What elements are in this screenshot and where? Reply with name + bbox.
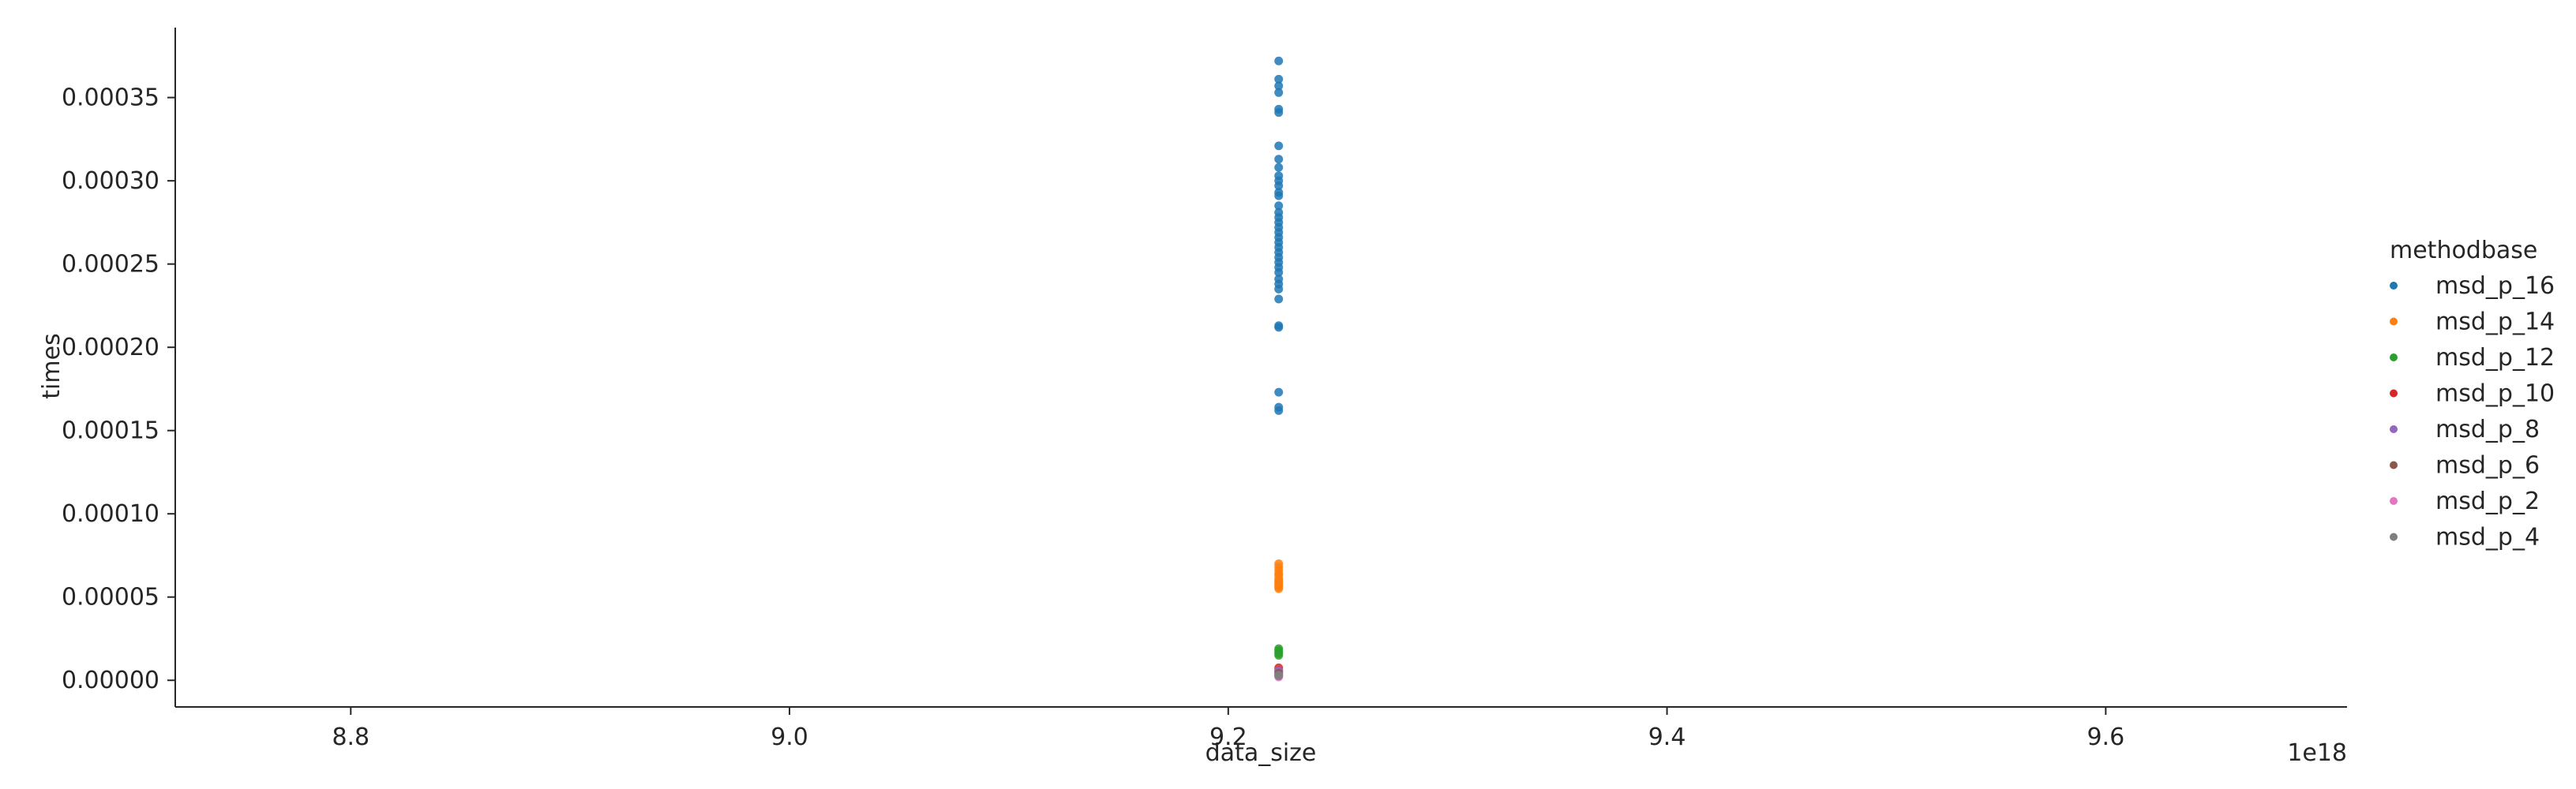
x-ticks: 8.8 9.0 9.2 9.4 9.6 xyxy=(332,707,2124,751)
scatter-point-msd-p-16 xyxy=(1274,163,1284,172)
legend-marker xyxy=(2390,353,2398,361)
legend-item: msd_p_8 xyxy=(2390,416,2540,443)
legend-label: msd_p_16 xyxy=(2435,272,2555,300)
y-tick-label: 0.00035 xyxy=(62,84,159,112)
legend-marker xyxy=(2390,425,2398,433)
axes-layer xyxy=(174,28,2347,708)
legend-item: msd_p_6 xyxy=(2390,452,2540,480)
y-tick-label: 0.00015 xyxy=(62,417,159,445)
y-ticks: 0.00000 0.00005 0.00010 0.00015 0.00020 0.000… xyxy=(62,84,175,694)
legend-item: msd_p_10 xyxy=(2390,380,2555,408)
scatter-point-msd-p-16 xyxy=(1274,191,1284,200)
legend-label: msd_p_10 xyxy=(2435,380,2555,408)
scatter-point-msd-p-16 xyxy=(1274,387,1284,397)
legend-marker xyxy=(2390,533,2398,541)
scatter-point-msd-p-16 xyxy=(1274,88,1284,97)
y-tick-label: 0.00030 xyxy=(62,167,159,195)
x-tick-label: 8.8 xyxy=(332,724,369,751)
x-axis-offset-label: 1e18 xyxy=(2287,739,2347,767)
scatter-point-msd-p-16 xyxy=(1274,294,1284,304)
scatter-point-msd-p-16 xyxy=(1274,181,1284,190)
scatter-point-msd-p-4 xyxy=(1274,671,1284,680)
legend-item: msd_p_2 xyxy=(2390,488,2540,515)
legend-label: msd_p_12 xyxy=(2435,344,2555,372)
legend-label: msd_p_4 xyxy=(2435,524,2540,552)
legend-marker xyxy=(2390,497,2398,505)
legend-label: msd_p_8 xyxy=(2435,416,2540,443)
legend-items: msd_p_16 msd_p_14 msd_p_12 msd_p_10 msd_p_8m… xyxy=(2390,272,2555,552)
y-axis-title: times xyxy=(38,333,66,398)
scatter-point-msd-p-16 xyxy=(1274,267,1284,277)
x-tick-label: 9.2 xyxy=(1209,724,1247,751)
legend-marker xyxy=(2390,461,2398,469)
x-tick-label: 9.4 xyxy=(1648,724,1686,751)
scatter-point-msd-p-16 xyxy=(1274,155,1284,164)
x-axis-title: data_size xyxy=(1206,739,1317,767)
legend-item: msd_p_16 xyxy=(2390,272,2555,300)
legend-item: msd_p_14 xyxy=(2390,308,2555,336)
scatter-point-msd-p-16 xyxy=(1274,406,1284,415)
legend-label: msd_p_6 xyxy=(2435,452,2540,480)
scatter-point-msd-p-16 xyxy=(1274,74,1284,84)
y-tick-label: 0.00020 xyxy=(62,334,159,361)
scatter-point-msd-p-12 xyxy=(1274,651,1284,660)
scatter-point-msd-p-16 xyxy=(1274,141,1284,151)
y-tick-label: 0.00005 xyxy=(62,584,159,611)
legend-marker xyxy=(2390,317,2398,326)
scatter-point-msd-p-16 xyxy=(1274,56,1284,65)
legend-item: msd_p_4 xyxy=(2390,524,2540,552)
y-tick-label: 0.00025 xyxy=(62,251,159,279)
scatter-point-msd-p-16 xyxy=(1274,284,1284,294)
legend-label: msd_p_2 xyxy=(2435,488,2540,515)
legend-label: msd_p_14 xyxy=(2435,308,2555,336)
data-points xyxy=(1274,56,1284,682)
x-tick-label: 9.6 xyxy=(2087,724,2124,751)
legend-title: methodbase xyxy=(2390,237,2537,264)
scatter-point-msd-p-14 xyxy=(1274,584,1284,593)
legend: methodbase msd_p_16msd_p_14msd_p_12msd_p… xyxy=(2390,237,2555,552)
x-tick-label: 9.0 xyxy=(771,724,808,751)
legend-item: msd_p_12 xyxy=(2390,344,2555,372)
y-tick-label: 0.00010 xyxy=(62,500,159,528)
scatter-point-msd-p-16 xyxy=(1274,81,1284,91)
scatter-point-msd-p-16 xyxy=(1274,108,1284,118)
legend-marker xyxy=(2390,389,2398,398)
legend-marker xyxy=(2390,282,2398,290)
y-tick-label: 0.00000 xyxy=(62,667,159,694)
scatter-point-msd-p-16 xyxy=(1274,201,1284,211)
scatter-point-msd-p-16 xyxy=(1274,323,1284,332)
